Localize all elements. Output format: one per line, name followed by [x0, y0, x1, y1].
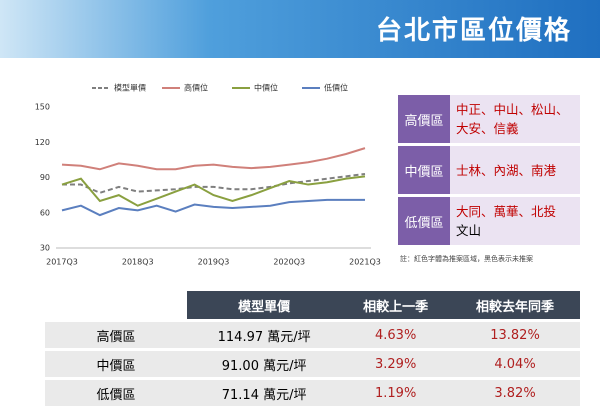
- chart: 30 60 90 120 150 2017Q3 2018Q3 2019Q3 2020Q3 2021…: [35, 83, 381, 267]
- series-line: [61, 198, 365, 217]
- table-row: 低價區 71.14 萬元/坪 1.19% 3.82%: [45, 380, 580, 406]
- column-header: 相較去年同季: [450, 291, 580, 319]
- series-line: [61, 175, 366, 207]
- row-header: 中價區: [45, 351, 187, 377]
- cell: 4.63%: [341, 322, 451, 348]
- legend-label: 高價位: [184, 83, 208, 93]
- side-row: 低價區 大同、萬華、北投 文山: [398, 197, 580, 245]
- header-row: 模型單價 相較上一季 相較去年同季: [45, 291, 580, 319]
- cell: 3.29%: [341, 351, 451, 377]
- x-tick-label: 2021Q3: [349, 258, 381, 267]
- series-line: [61, 147, 366, 171]
- cell: 4.04%: [450, 351, 580, 377]
- cell: 91.00 萬元/坪: [187, 351, 342, 377]
- side-label: 低價區: [398, 197, 450, 245]
- banner: 台北市區位價格: [0, 0, 600, 58]
- table-row: 高價區 114.97 萬元/坪 4.63% 13.82%: [45, 322, 580, 348]
- legend-label: 低價位: [324, 83, 348, 93]
- x-tick-label: 2017Q3: [46, 258, 78, 267]
- column-header: 模型單價: [187, 291, 342, 319]
- legend-label: 中價位: [254, 83, 278, 93]
- legend-label: 模型單價: [114, 83, 146, 93]
- side-text: 士林、內湖、南港: [450, 146, 580, 194]
- row-header: 高價區: [45, 322, 187, 348]
- y-tick-label: 60: [40, 208, 50, 217]
- y-tick-label: 90: [40, 173, 50, 182]
- y-tick-label: 30: [40, 244, 50, 253]
- side-label: 高價區: [398, 95, 450, 143]
- cell: 13.82%: [450, 322, 580, 348]
- recommended-districts: 中正、中山、松山、大安、信義: [456, 102, 569, 136]
- series-line: [62, 172, 366, 194]
- table-row: 中價區 91.00 萬元/坪 3.29% 4.04%: [45, 351, 580, 377]
- other-districts: 文山: [456, 223, 482, 238]
- corner: [45, 291, 187, 319]
- side-label: 中價區: [398, 146, 450, 194]
- x-tick-label: 2020Q3: [273, 258, 305, 267]
- side-text: 中正、中山、松山、大安、信義: [450, 95, 580, 143]
- side-text: 大同、萬華、北投 文山: [450, 197, 580, 245]
- cell: 1.19%: [341, 380, 451, 406]
- y-tick-label: 120: [35, 138, 50, 147]
- x-tick-label: 2018Q3: [122, 258, 154, 267]
- column-header: 相較上一季: [341, 291, 451, 319]
- cell: 114.97 萬元/坪: [187, 322, 342, 348]
- summary-table: 模型單價 相較上一季 相較去年同季 高價區 114.97 萬元/坪 4.63% 13.82…: [45, 288, 580, 409]
- side-row: 中價區 士林、內湖、南港: [398, 146, 580, 194]
- cell: 71.14 萬元/坪: [187, 380, 342, 406]
- recommended-districts: 士林、內湖、南港: [456, 162, 557, 178]
- page-title: 台北市區位價格: [375, 16, 572, 46]
- side-row: 高價區 中正、中山、松山、大安、信義: [398, 95, 580, 143]
- cell: 3.82%: [450, 380, 580, 406]
- recommended-districts: 大同、萬華、北投: [456, 204, 557, 219]
- row-header: 低價區: [45, 380, 187, 406]
- note: 註：紅色字體為推案區域，黑色表示未推案: [400, 255, 533, 263]
- x-tick-label: 2019Q3: [198, 258, 230, 267]
- y-tick-label: 150: [35, 103, 50, 112]
